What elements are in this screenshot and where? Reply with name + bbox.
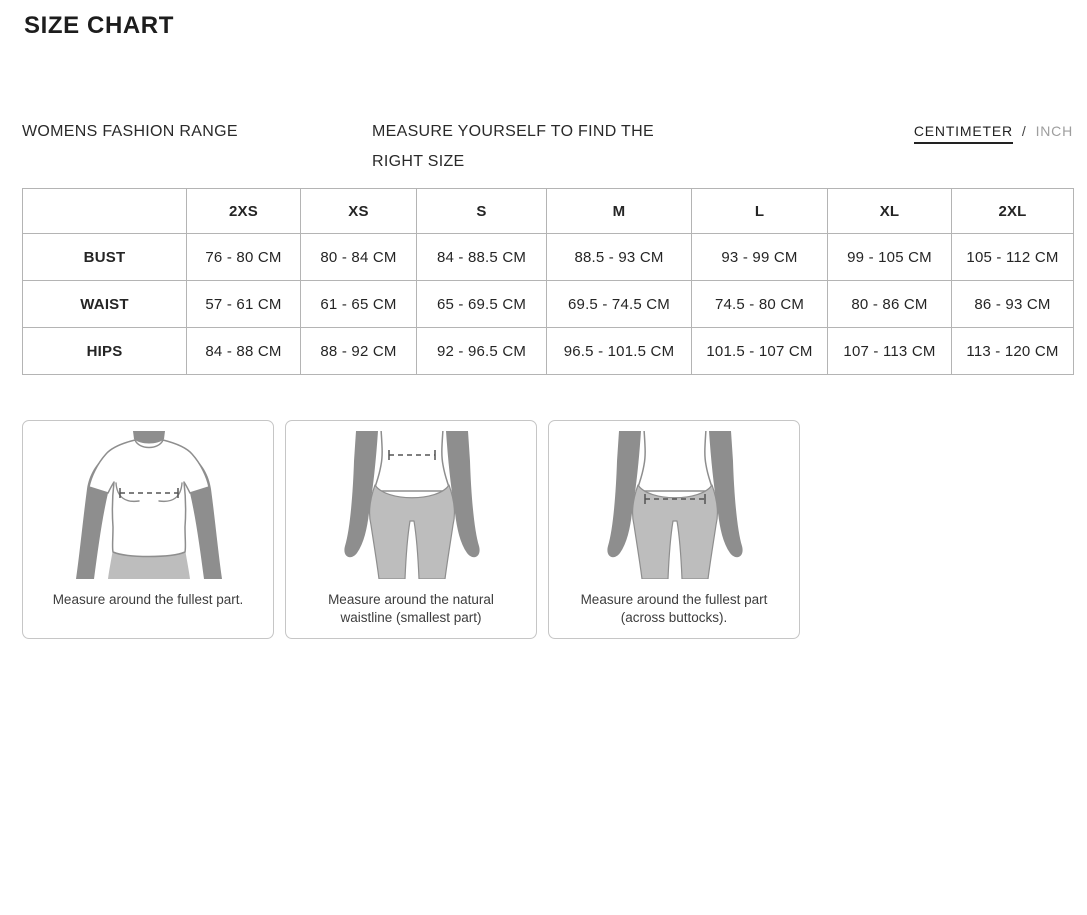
left-arm-shape — [607, 431, 641, 558]
bust-contour-left — [115, 482, 140, 503]
waist-measurement-illustration-icon — [286, 431, 536, 579]
size-value-cell: 88.5 - 93 CM — [546, 233, 692, 281]
size-table-header-row: 2XS XS S M L XL 2XL — [22, 188, 1074, 234]
right-arm-shape — [709, 431, 743, 558]
size-column-header: M — [546, 188, 692, 234]
size-value-cell: 65 - 69.5 CM — [416, 280, 547, 328]
size-value-cell: 113 - 120 CM — [951, 327, 1074, 375]
size-value-cell: 69.5 - 74.5 CM — [546, 280, 692, 328]
skirt-shape — [108, 549, 190, 579]
size-value-cell: 93 - 99 CM — [691, 233, 828, 281]
measurement-label: HIPS — [22, 327, 187, 375]
section-header: WOMENS FASHION RANGE MEASURE YOURSELF TO… — [22, 122, 1073, 182]
size-value-cell: 84 - 88 CM — [186, 327, 301, 375]
neck-shape — [133, 431, 165, 444]
card-caption: Measure around the fullest part. — [52, 592, 244, 607]
size-column-header: L — [691, 188, 828, 234]
unit-option-inch[interactable]: INCH — [1035, 123, 1073, 139]
size-table: 2XS XS S M L XL 2XL BUST 76 - 80 CM 80 - 84 CM 84… — [22, 188, 1074, 375]
measurement-label: BUST — [22, 233, 187, 281]
measurement-label: WAIST — [22, 280, 187, 328]
leggings-shape — [369, 484, 455, 579]
size-column-header: S — [416, 188, 547, 234]
left-arm-shape — [344, 431, 378, 558]
size-value-cell: 76 - 80 CM — [186, 233, 301, 281]
measure-card-bust: Measure around the fullest part. — [22, 420, 274, 639]
card-caption: Measure around the natural waistline (sm… — [328, 592, 494, 625]
hips-measurement-illustration-icon — [549, 431, 799, 579]
size-column-header: XL — [827, 188, 952, 234]
measure-cards: Measure around the fullest part. Measure… — [22, 420, 1073, 639]
right-arm-shape — [446, 431, 480, 558]
size-table-corner-cell — [22, 188, 187, 234]
torso-shape — [636, 431, 714, 492]
size-table-row: HIPS 84 - 88 CM 88 - 92 CM 92 - 96.5 CM 96.5… — [22, 327, 1074, 375]
size-value-cell: 57 - 61 CM — [186, 280, 301, 328]
size-value-cell: 80 - 84 CM — [300, 233, 417, 281]
instruction-text: MEASURE YOURSELF TO FIND THE RIGHT SIZE — [372, 123, 654, 170]
bust-contour-right — [158, 482, 183, 503]
size-column-header: 2XS — [186, 188, 301, 234]
unit-toggle-separator: / — [1021, 123, 1027, 139]
unit-option-centimeter[interactable]: CENTIMETER — [913, 123, 1013, 144]
size-value-cell: 107 - 113 CM — [827, 327, 952, 375]
measure-card-hips: Measure around the fullest part (across … — [548, 420, 800, 639]
tshirt-shape — [88, 439, 210, 558]
size-column-header: 2XL — [951, 188, 1074, 234]
size-value-cell: 74.5 - 80 CM — [691, 280, 828, 328]
bust-measure-line — [119, 488, 179, 498]
card-caption: Measure around the fullest part (across … — [580, 592, 768, 625]
size-value-cell: 92 - 96.5 CM — [416, 327, 547, 375]
size-value-cell: 101.5 - 107 CM — [691, 327, 828, 375]
size-value-cell: 61 - 65 CM — [300, 280, 417, 328]
size-value-cell: 86 - 93 CM — [951, 280, 1074, 328]
size-chart-page: SIZE CHART WOMENS FASHION RANGE MEASURE … — [0, 13, 1087, 639]
size-table-row: WAIST 57 - 61 CM 61 - 65 CM 65 - 69.5 CM 69.… — [22, 280, 1074, 328]
measure-card-waist: Measure around the natural waistline (sm… — [285, 420, 537, 639]
size-value-cell: 84 - 88.5 CM — [416, 233, 547, 281]
hips-measure-line — [644, 494, 706, 504]
size-value-cell: 96.5 - 101.5 CM — [546, 327, 692, 375]
leggings-shape — [632, 484, 718, 579]
waist-measure-line — [388, 450, 436, 460]
size-value-cell: 80 - 86 CM — [827, 280, 952, 328]
size-value-cell: 105 - 112 CM — [951, 233, 1074, 281]
unit-toggle: CENTIMETER / INCH — [913, 122, 1073, 144]
size-column-header: XS — [300, 188, 417, 234]
size-table-row: BUST 76 - 80 CM 80 - 84 CM 84 - 88.5 CM 88.5… — [22, 233, 1074, 281]
bust-measurement-illustration-icon — [23, 431, 273, 579]
range-label: WOMENS FASHION RANGE — [22, 123, 238, 140]
torso-shape — [373, 431, 451, 492]
size-value-cell: 88 - 92 CM — [300, 327, 417, 375]
size-value-cell: 99 - 105 CM — [827, 233, 952, 281]
page-title: SIZE CHART — [24, 12, 174, 39]
